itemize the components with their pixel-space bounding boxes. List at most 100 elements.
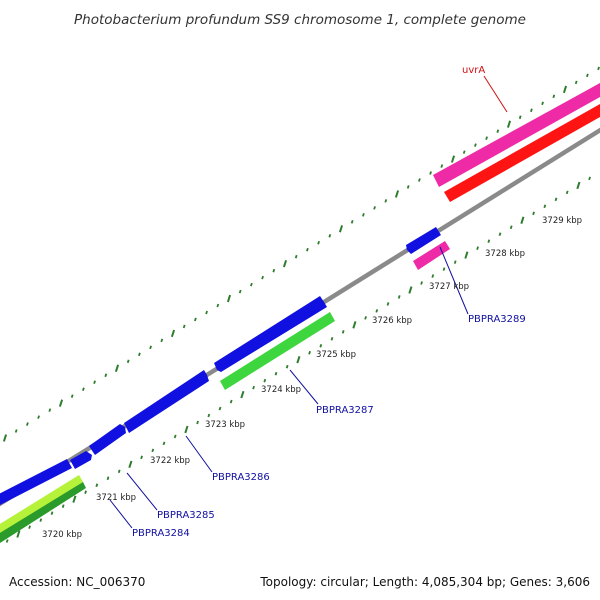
inner-tick-major (520, 216, 525, 225)
pbpra3286-leader-line (185, 435, 213, 473)
inner-tick-major (352, 321, 357, 329)
kbp-label-3728: 3728 kbp (485, 249, 525, 259)
inner-tick-major (296, 355, 301, 364)
inner-tick-minor (319, 344, 323, 348)
outer-tick-major (170, 329, 176, 338)
outer-tick-minor (462, 150, 466, 154)
inner-tick-minor (28, 525, 31, 529)
outer-tick-major (2, 434, 8, 442)
gene-pbpra3283-arrow[interactable] (0, 459, 72, 505)
kbp-label-3721: 3721 kbp (96, 493, 136, 503)
inner-tick-major (128, 460, 133, 469)
gene-pbpra3284-darkgreen-bar[interactable] (0, 482, 86, 543)
inner-tick-minor (173, 434, 177, 439)
inner-tick-minor (330, 337, 334, 341)
inner-tick-minor (543, 204, 547, 209)
outer-tick-minor (216, 303, 220, 308)
outer-tick-major (338, 225, 344, 233)
outer-tick-minor (597, 66, 600, 71)
gene-label-pbpra3284[interactable]: PBPRA3284 (132, 528, 190, 539)
gene-pbpra3289-arrow[interactable] (406, 227, 441, 254)
inner-tick-minor (509, 225, 513, 230)
inner-tick-minor (442, 267, 446, 271)
gene-pbpra3284-arrow[interactable] (70, 451, 92, 469)
inner-tick-minor (207, 413, 211, 418)
kbp-label-3722: 3722 kbp (150, 456, 190, 466)
outer-tick-minor (272, 268, 276, 273)
outer-tick-minor (328, 234, 332, 238)
gene-label-pbpra3285[interactable]: PBPRA3285 (157, 510, 215, 521)
outer-tick-minor (406, 185, 410, 189)
inner-tick-minor (386, 302, 390, 306)
outer-tick-minor (384, 199, 388, 203)
gene-features (0, 83, 600, 543)
gene-label-leaders (109, 75, 508, 529)
inner-tick-major (184, 425, 189, 434)
inner-tick-minor (554, 197, 558, 202)
kbp-label-3724: 3724 kbp (261, 385, 301, 395)
inner-tick-minor (274, 371, 278, 376)
map-title: Photobacterium profundum SS9 chromosome … (74, 12, 526, 28)
gene-label-pbpra3289[interactable]: PBPRA3289 (468, 314, 526, 325)
outer-tick-minor (541, 101, 544, 106)
inner-tick-minor (196, 420, 199, 425)
inner-tick-minor (140, 455, 143, 460)
outer-tick-minor (373, 206, 376, 210)
inner-tick-major (464, 251, 469, 259)
outer-tick-minor (104, 373, 108, 378)
outer-tick-major (394, 190, 400, 198)
kbp-label-3723: 3723 kbp (205, 420, 245, 430)
inner-tick-minor (5, 539, 9, 543)
kbp-label-3726: 3726 kbp (372, 316, 412, 326)
outer-tick-minor (205, 310, 208, 315)
tick-marks (2, 66, 600, 543)
inner-tick-minor (565, 190, 569, 195)
gene-uvra-inner-bar[interactable] (444, 104, 600, 202)
outer-tick-minor (82, 387, 85, 391)
outer-tick-minor (530, 108, 533, 113)
inner-tick-minor (39, 518, 43, 522)
outer-tick-minor (518, 115, 522, 120)
gene-uvra-outer-bar[interactable] (433, 83, 600, 187)
outer-tick-minor (362, 213, 365, 217)
inner-tick-minor (341, 330, 345, 334)
inner-tick-minor (375, 309, 379, 313)
gene-pbpra3287-bar[interactable] (220, 312, 335, 390)
outer-tick-minor (238, 289, 242, 294)
outer-tick-minor (317, 240, 320, 245)
outer-tick-minor (93, 380, 96, 384)
outer-tick-minor (440, 164, 444, 168)
inner-tick-minor (218, 406, 222, 411)
outer-tick-minor (182, 324, 186, 329)
outer-tick-major (450, 155, 456, 163)
gene-labels: uvrA PBPRA3289 PBPRA3287 PBPRA3286 PBPRA… (132, 65, 526, 539)
outer-tick-minor (37, 415, 40, 419)
inner-tick-minor (364, 316, 367, 320)
outer-tick-minor (160, 338, 164, 343)
outer-tick-minor (474, 143, 477, 147)
inner-tick-minor (308, 350, 311, 355)
inner-tick-minor (61, 504, 65, 508)
gene-label-pbpra3286[interactable]: PBPRA3286 (212, 472, 270, 483)
inner-tick-minor (588, 176, 591, 181)
kbp-label-3720: 3720 kbp (42, 530, 82, 540)
gene-pbpra3284-lime-bar[interactable] (0, 475, 83, 534)
outer-tick-minor (306, 247, 309, 252)
inner-tick-minor (532, 211, 535, 216)
inner-tick-minor (431, 274, 435, 278)
gene-pbpra3286-arrow[interactable] (124, 370, 209, 433)
gene-label-uvra[interactable]: uvrA (462, 65, 485, 76)
outer-tick-minor (14, 429, 18, 433)
inner-tick-minor (397, 295, 401, 299)
outer-tick-minor (574, 80, 578, 85)
outer-tick-minor (26, 422, 29, 426)
gene-pbpra3285-arrow[interactable] (89, 424, 126, 455)
outer-tick-minor (586, 73, 589, 78)
gene-label-pbpra3287[interactable]: PBPRA3287 (316, 405, 374, 416)
genome-summary-text: Topology: circular; Length: 4,085,304 bp… (259, 575, 590, 589)
outer-tick-minor (418, 178, 421, 182)
inner-tick-minor (117, 469, 121, 474)
pbpra3289-leader-line (439, 246, 469, 315)
gene-pbpra3287b-arrow[interactable] (214, 296, 327, 372)
